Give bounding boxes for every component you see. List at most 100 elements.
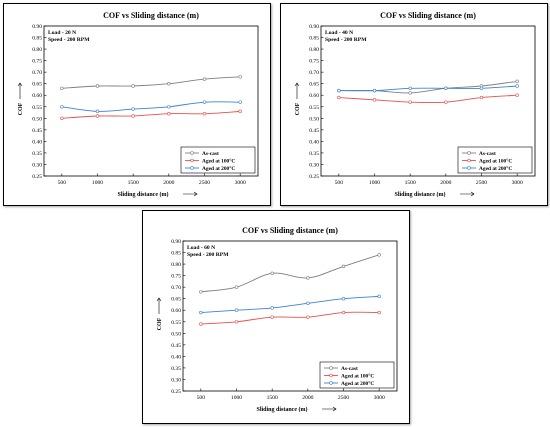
x-tick-label: 1000 — [231, 395, 242, 401]
y-tick-label: 0.40 — [32, 139, 42, 145]
x-tick-label: 2500 — [199, 180, 210, 186]
data-point — [202, 77, 207, 81]
data-point — [408, 100, 412, 104]
legend-marker — [467, 158, 471, 163]
y-tick-label: 0.90 — [171, 239, 181, 245]
y-tick-label: 0.60 — [309, 93, 319, 99]
data-point — [444, 100, 448, 104]
y-axis-arrow — [156, 297, 162, 314]
data-point — [306, 301, 310, 306]
data-point — [341, 296, 346, 301]
y-tick-label: 0.75 — [171, 274, 181, 280]
y-tick-label: 0.50 — [32, 116, 42, 122]
data-point — [238, 75, 242, 79]
plot-frame — [182, 240, 398, 392]
y-axis-label: COF — [295, 102, 301, 115]
x-tick-label: 500 — [197, 395, 206, 401]
legend-marker — [190, 151, 194, 155]
y-tick-label: 0.80 — [309, 47, 319, 53]
x-tick-label: 2000 — [163, 180, 174, 186]
data-point — [306, 315, 310, 319]
series-line — [200, 311, 380, 325]
y-tick-label: 0.30 — [32, 162, 42, 168]
x-axis-arrow — [322, 406, 337, 412]
series-line — [61, 76, 241, 89]
x-tick-label: 2500 — [338, 395, 349, 401]
data-point — [270, 315, 274, 319]
data-point — [202, 100, 207, 104]
legend-label: As-cast — [202, 151, 219, 157]
data-point — [95, 109, 100, 114]
x-tick-label: 2000 — [440, 180, 451, 186]
data-point — [238, 109, 242, 114]
data-point — [444, 86, 448, 91]
data-point — [377, 294, 381, 299]
data-point — [372, 98, 377, 102]
data-point — [337, 88, 341, 93]
y-tick-label: 0.45 — [32, 128, 42, 134]
legend-marker — [467, 166, 471, 170]
condition-annotation: Load - 40 N — [325, 30, 353, 36]
y-tick-label: 0.75 — [32, 59, 42, 65]
y-tick-label: 0.35 — [32, 151, 42, 157]
legend-marker — [329, 373, 333, 378]
condition-annotation: Speed - 200 RPM — [187, 252, 229, 258]
y-tick-label: 0.60 — [32, 93, 42, 99]
data-point — [167, 111, 171, 116]
legend-marker — [190, 158, 194, 163]
x-tick-label: 1000 — [92, 180, 103, 186]
chart-svg: COF vs Sliding distance (m) 0.25 0.30 0.35 0… — [17, 11, 259, 198]
y-tick-label: 0.25 — [309, 174, 319, 180]
y-tick-label: 0.30 — [309, 162, 319, 168]
chart-panel-load-60n: COF vs Sliding distance (m) 0.25 0.30 0.35 0… — [142, 210, 410, 424]
y-tick-label: 0.40 — [171, 354, 181, 360]
x-tick-label: 500 — [58, 180, 67, 186]
data-point — [60, 105, 64, 109]
data-point — [131, 84, 135, 88]
y-tick-label: 0.50 — [309, 116, 319, 122]
y-tick-label: 0.35 — [309, 151, 319, 157]
y-tick-label: 0.45 — [171, 343, 181, 349]
y-tick-label: 0.85 — [32, 36, 42, 42]
condition-annotation: Load - 20 N — [48, 30, 76, 36]
y-axis-arrow — [294, 82, 300, 99]
y-tick-label: 0.55 — [309, 105, 319, 111]
legend-label: Aged at 200°C — [479, 165, 512, 172]
y-tick-label: 0.25 — [171, 389, 181, 395]
y-tick-label: 0.55 — [171, 320, 181, 326]
series-line — [338, 94, 518, 104]
data-point — [372, 88, 377, 93]
data-point — [199, 290, 203, 294]
y-tick-label: 0.70 — [309, 70, 319, 76]
y-tick-label: 0.65 — [32, 82, 42, 88]
x-tick-label: 3000 — [235, 180, 246, 186]
legend-label: Aged at 100°C — [202, 158, 235, 165]
chart-panel-load-20n: COF vs Sliding distance (m) 0.25 0.30 0.35 0… — [3, 3, 271, 206]
x-axis-label: Sliding distance (m) — [117, 191, 168, 198]
series-line — [61, 110, 241, 119]
data-point — [515, 93, 519, 97]
plot-frame — [320, 25, 536, 177]
y-tick-label: 0.80 — [32, 47, 42, 53]
y-axis-label: COF — [18, 102, 24, 115]
x-tick-label: 2500 — [476, 180, 487, 186]
series-line — [338, 85, 518, 92]
data-point — [234, 320, 239, 324]
data-point — [199, 322, 203, 326]
plot-frame — [43, 25, 259, 177]
legend-marker — [467, 151, 471, 155]
y-tick-label: 0.80 — [171, 262, 181, 268]
x-tick-label: 1500 — [267, 395, 278, 401]
y-tick-label: 0.30 — [171, 377, 181, 383]
legend-marker — [190, 166, 194, 170]
y-tick-label: 0.60 — [171, 308, 181, 314]
data-point — [199, 310, 203, 315]
y-tick-label: 0.85 — [171, 251, 181, 257]
x-axis-arrow — [183, 191, 198, 197]
legend-label: Aged at 200°C — [341, 380, 374, 387]
data-point — [377, 310, 381, 315]
y-tick-label: 0.55 — [32, 105, 42, 111]
data-point — [408, 91, 412, 95]
y-tick-label: 0.65 — [309, 82, 319, 88]
y-tick-label: 0.50 — [171, 331, 181, 337]
